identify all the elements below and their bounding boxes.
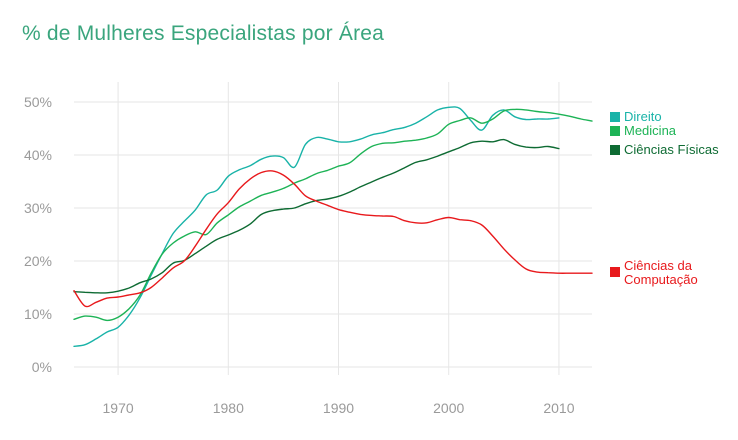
series-line bbox=[73, 170, 593, 308]
legend-swatch bbox=[610, 145, 620, 155]
chart-title: % de Mulheres Especialistas por Área bbox=[22, 22, 385, 45]
y-tick-label: 10% bbox=[24, 306, 52, 322]
series-line bbox=[73, 106, 560, 347]
legend-swatch bbox=[610, 267, 620, 277]
legend-label: Ciências Físicas bbox=[624, 142, 719, 157]
series-line bbox=[73, 138, 560, 294]
legend-swatch bbox=[610, 126, 620, 136]
legend-swatch bbox=[610, 112, 620, 122]
legend-label: Direito bbox=[624, 109, 662, 124]
legend-label: Ciências da bbox=[624, 258, 693, 273]
y-tick-label: 0% bbox=[32, 359, 52, 375]
x-tick-label: 1980 bbox=[213, 400, 244, 416]
x-tick-label: 2010 bbox=[543, 400, 574, 416]
y-tick-label: 40% bbox=[24, 147, 52, 163]
series-line bbox=[73, 108, 593, 322]
x-tick-label: 1970 bbox=[103, 400, 134, 416]
y-tick-label: 50% bbox=[24, 94, 52, 110]
legend-label: Medicina bbox=[624, 123, 677, 138]
legend-label: Computação bbox=[624, 272, 698, 287]
x-tick-label: 1990 bbox=[323, 400, 354, 416]
y-tick-label: 20% bbox=[24, 253, 52, 269]
y-tick-label: 30% bbox=[24, 200, 52, 216]
x-tick-label: 2000 bbox=[433, 400, 464, 416]
